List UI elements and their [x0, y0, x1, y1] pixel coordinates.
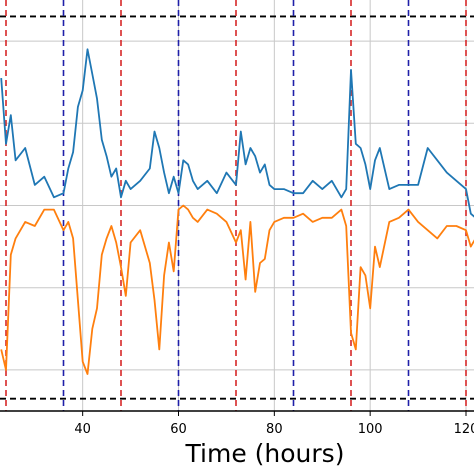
x-tick-label-80: 80	[266, 422, 283, 437]
plot-area	[0, 0, 474, 412]
x-axis-label: Time (hours)	[185, 439, 345, 468]
x-tick-label-120: 120	[454, 422, 474, 437]
series-group	[0, 48, 474, 375]
series-line-1	[0, 48, 474, 218]
vertical-reference-lines	[5, 0, 467, 411]
x-tick-label-60: 60	[170, 422, 187, 437]
x-tick-label-40: 40	[74, 422, 91, 437]
x-tick-label-100: 100	[358, 422, 383, 437]
series-line-2	[0, 204, 474, 375]
x-axis-ticks: 20406080100120	[74, 411, 474, 437]
horizontal-reference-lines	[0, 15, 474, 400]
